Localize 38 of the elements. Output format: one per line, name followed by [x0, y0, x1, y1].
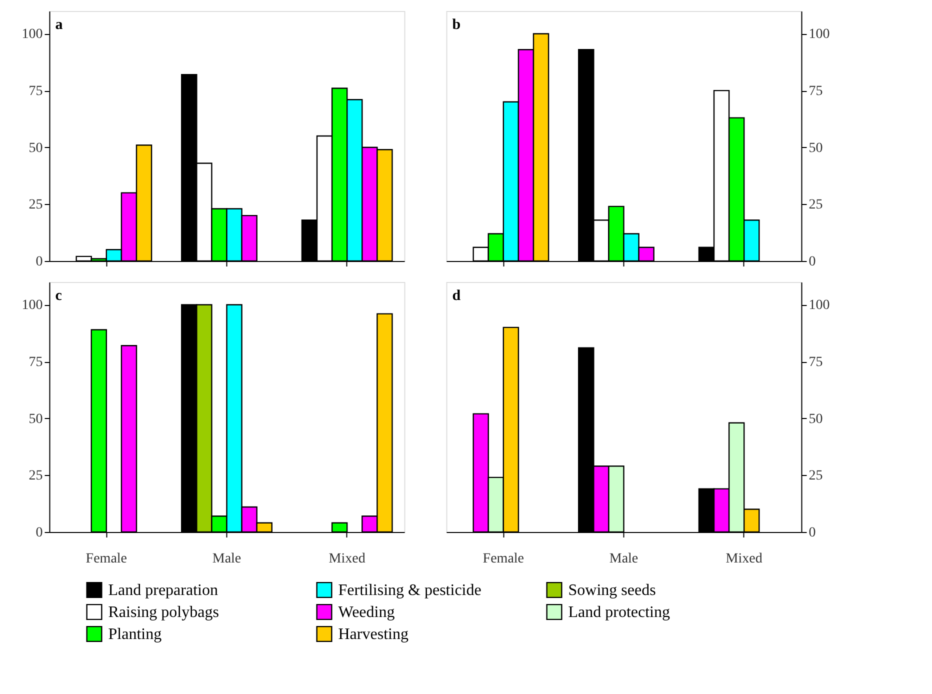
- x-tick-label: Male: [609, 552, 638, 566]
- x-tick-label: Mixed: [726, 552, 762, 566]
- y2-tick-label: 25: [808, 468, 823, 484]
- chart-title: a: [55, 17, 64, 33]
- x-tick-label: Mixed: [328, 552, 366, 566]
- legend-label: Raising polybags: [108, 604, 219, 621]
- x-tick-label: Female: [482, 552, 524, 566]
- y-tick-label: 25: [28, 198, 43, 213]
- chart-title: d: [452, 288, 462, 304]
- x-tick-label: Female: [86, 552, 128, 566]
- legend-label: Planting: [108, 626, 162, 643]
- y-tick-label: 75: [28, 84, 43, 100]
- y-tick-label: 50: [28, 140, 43, 156]
- chart-title: b: [452, 17, 461, 33]
- legend-label: Land protecting: [568, 604, 670, 621]
- y2-tick-label: 50: [808, 140, 823, 156]
- chart-title: c: [55, 288, 62, 304]
- legend-label: Harvesting: [338, 626, 408, 643]
- y-tick-label: 0: [36, 526, 43, 540]
- legend-label: Weeding: [338, 604, 395, 621]
- y2-tick-label: 75: [808, 355, 823, 370]
- y2-tick-label: 0: [808, 526, 816, 540]
- legend-label: Land preparation: [108, 582, 218, 599]
- y2-tick-label: 0: [808, 254, 816, 270]
- y-tick-label: 25: [28, 468, 43, 484]
- y-tick-label: 0: [36, 254, 43, 270]
- y2-tick-label: 50: [808, 412, 823, 427]
- legend-label: Fertilising & pesticide: [338, 582, 482, 599]
- y-tick-label: 100: [22, 27, 43, 42]
- x-tick-label: Male: [212, 552, 242, 566]
- y-tick-label: 100: [22, 298, 43, 314]
- y2-tick-label: 100: [808, 27, 830, 42]
- legend-label: Sowing seeds: [568, 582, 656, 599]
- y-tick-label: 50: [28, 412, 43, 427]
- y2-tick-label: 75: [808, 84, 823, 100]
- y-tick-label: 75: [28, 355, 43, 370]
- y2-tick-label: 25: [808, 198, 823, 213]
- y2-tick-label: 100: [808, 298, 830, 314]
